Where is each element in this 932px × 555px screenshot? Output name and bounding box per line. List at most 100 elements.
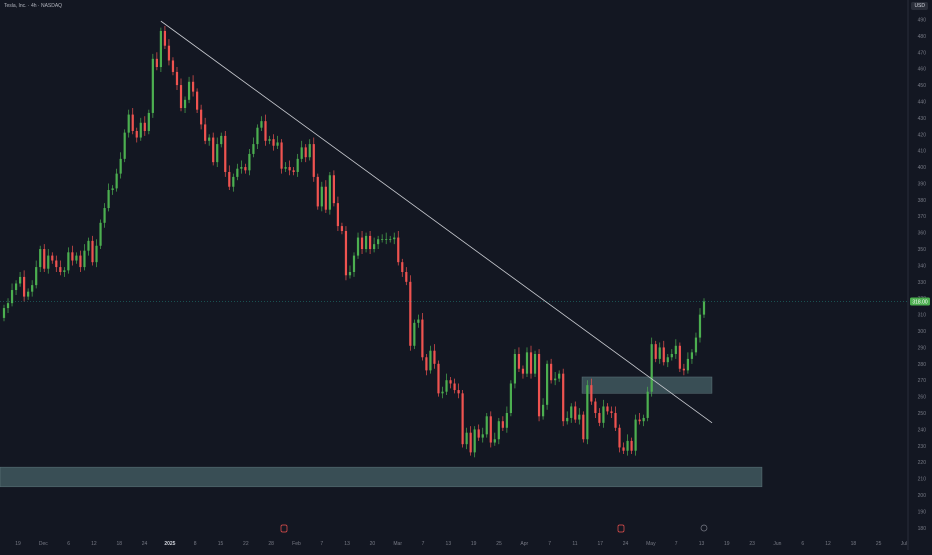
candle xyxy=(497,417,500,445)
candle-body xyxy=(59,267,62,272)
candle xyxy=(340,222,344,235)
candle xyxy=(59,260,62,276)
y-tick-label: 220 xyxy=(918,460,927,466)
candle-body xyxy=(670,353,673,358)
candle-body xyxy=(296,158,299,172)
y-tick-label: 380 xyxy=(918,198,927,204)
x-tick-label: 20 xyxy=(370,541,376,547)
candle xyxy=(352,252,356,277)
candle-body xyxy=(143,122,146,131)
candle-body xyxy=(377,239,380,245)
candle xyxy=(545,360,549,410)
candle xyxy=(389,235,392,243)
candle xyxy=(191,75,195,97)
candle xyxy=(570,403,573,423)
candle-body xyxy=(2,308,6,318)
x-tick-label: 23 xyxy=(749,541,755,547)
earnings-marker xyxy=(280,524,288,533)
candle-body xyxy=(622,447,625,451)
currency-label[interactable]: USD xyxy=(911,2,928,10)
candle-body xyxy=(212,137,215,163)
x-tick-label: 13 xyxy=(446,541,452,547)
candle-body xyxy=(550,363,553,381)
candle-body xyxy=(598,413,601,423)
candle-body xyxy=(417,319,420,323)
candle-body xyxy=(574,406,577,420)
candle xyxy=(368,231,372,254)
candle-body xyxy=(505,413,508,428)
candle-body xyxy=(163,30,167,46)
candle-body xyxy=(191,81,195,92)
candle-body xyxy=(256,127,259,145)
candle xyxy=(469,426,472,456)
candle xyxy=(590,378,593,405)
candle xyxy=(107,183,110,212)
candle xyxy=(35,260,38,289)
candle xyxy=(220,132,223,148)
candle-body xyxy=(304,147,307,158)
candle xyxy=(473,426,476,458)
resistance-retest-zone xyxy=(581,376,713,394)
candle xyxy=(385,232,388,245)
candle-body xyxy=(618,427,621,448)
x-tick-label: 19 xyxy=(724,541,730,547)
candle xyxy=(276,135,279,150)
y-tick-label: 240 xyxy=(918,427,927,433)
demand-zone xyxy=(0,466,763,488)
y-tick-label: 480 xyxy=(918,34,927,40)
x-tick-label: 17 xyxy=(597,541,603,547)
candle xyxy=(574,401,577,423)
candle-body xyxy=(123,132,126,159)
candle-body xyxy=(232,176,235,187)
candle-body xyxy=(674,345,677,354)
candle-body xyxy=(393,237,396,240)
candle-body xyxy=(216,144,219,163)
candle xyxy=(224,130,227,177)
candle xyxy=(244,163,247,174)
candle-body xyxy=(397,237,400,263)
candle xyxy=(602,399,605,428)
candle xyxy=(159,27,163,72)
candle xyxy=(533,350,537,377)
candle-body xyxy=(83,250,86,268)
candle-body xyxy=(634,419,637,451)
candle-body xyxy=(127,114,130,133)
candle xyxy=(10,283,14,307)
trendline xyxy=(160,20,713,424)
candle xyxy=(594,398,597,418)
candle-body xyxy=(360,237,364,250)
y-tick-label: 210 xyxy=(918,477,927,483)
candle-body xyxy=(501,421,504,428)
candle xyxy=(429,345,432,374)
last-price-label: 318.00 xyxy=(912,300,928,306)
candle-body xyxy=(638,419,641,422)
candle xyxy=(27,288,30,300)
candle xyxy=(216,137,219,168)
x-tick-label: Feb xyxy=(292,541,301,547)
candle-body xyxy=(79,255,82,268)
candle-body xyxy=(445,380,448,392)
candle xyxy=(280,139,283,174)
candle xyxy=(393,232,396,245)
candle xyxy=(296,153,299,177)
y-tick-label: 200 xyxy=(918,493,927,499)
candle xyxy=(260,116,263,131)
candle-body xyxy=(240,167,243,169)
candle xyxy=(521,365,525,379)
candle-body xyxy=(469,432,472,453)
candle xyxy=(212,132,215,166)
candle xyxy=(147,109,150,135)
candle xyxy=(477,424,480,441)
candle-body xyxy=(147,112,150,131)
candle xyxy=(586,380,589,445)
candle-body xyxy=(566,417,569,422)
candle-body xyxy=(373,244,376,250)
candle-body xyxy=(658,347,661,359)
candle-body xyxy=(509,383,513,414)
candle xyxy=(525,347,529,377)
candle xyxy=(75,252,78,264)
candle xyxy=(425,353,428,376)
candle-body xyxy=(103,208,106,223)
